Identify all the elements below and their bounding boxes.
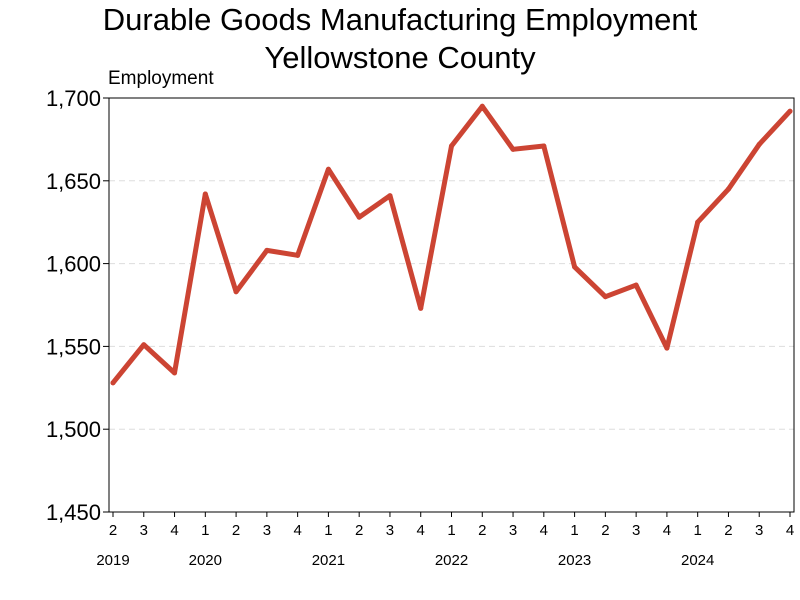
plot-frame: [108, 97, 795, 513]
quarter-label: 2: [109, 522, 117, 539]
data-point: [756, 141, 762, 147]
year-label: 2023: [558, 552, 591, 569]
year-label: 2019: [96, 552, 129, 569]
y-tick-label: 1,650: [46, 169, 101, 194]
quarter-label: 3: [755, 522, 763, 539]
data-point: [787, 108, 793, 114]
quarter-label: 4: [540, 522, 548, 539]
data-point: [387, 193, 393, 199]
quarter-label: 1: [447, 522, 455, 539]
y-tick-label: 1,450: [46, 500, 101, 525]
data-point: [418, 305, 424, 311]
chart-title: Durable Goods Manufacturing Employment: [102, 2, 698, 37]
data-point: [572, 264, 578, 270]
y-tick-label: 1,700: [46, 86, 101, 111]
data-point: [325, 166, 331, 172]
y-tick-label: 1,600: [46, 252, 101, 277]
data-point: [510, 146, 516, 152]
quarter-label: 3: [632, 522, 640, 539]
data-point: [295, 252, 301, 258]
data-point: [356, 214, 362, 220]
quarter-label: 1: [324, 522, 332, 539]
y-tick-label: 1,500: [46, 417, 101, 442]
quarter-label: 3: [140, 522, 148, 539]
data-point: [202, 191, 208, 197]
quarter-label: 3: [386, 522, 394, 539]
quarter-label: 4: [417, 522, 425, 539]
year-label: 2024: [681, 552, 714, 569]
year-label: 2020: [189, 552, 222, 569]
quarter-label: 2: [232, 522, 240, 539]
quarter-label: 4: [786, 522, 794, 539]
quarter-label: 3: [263, 522, 271, 539]
year-label: 2021: [312, 552, 345, 569]
data-point: [633, 282, 639, 288]
data-point: [141, 342, 147, 348]
data-point: [233, 289, 239, 295]
quarter-label: 4: [663, 522, 671, 539]
quarter-label: 2: [355, 522, 363, 539]
quarter-label: 3: [509, 522, 517, 539]
quarter-label: 2: [724, 522, 732, 539]
data-point: [172, 370, 178, 376]
data-point: [110, 380, 116, 386]
chart-subtitle: Yellowstone County: [264, 40, 536, 75]
quarter-label: 1: [694, 522, 702, 539]
data-point: [664, 345, 670, 351]
year-label: 2022: [435, 552, 468, 569]
data-point: [602, 294, 608, 300]
quarter-label: 4: [170, 522, 178, 539]
data-point: [449, 143, 454, 149]
quarter-label: 2: [601, 522, 609, 539]
quarter-label: 4: [293, 522, 301, 539]
quarter-label: 1: [570, 522, 578, 539]
data-point: [479, 103, 485, 109]
quarter-label: 2: [478, 522, 486, 539]
quarter-label: 1: [201, 522, 209, 539]
data-point: [264, 247, 270, 253]
y-axis-label: Employment: [108, 68, 214, 89]
data-point: [695, 219, 701, 225]
y-tick-label: 1,550: [46, 334, 101, 359]
data-point: [725, 186, 731, 192]
data-point: [541, 143, 547, 149]
